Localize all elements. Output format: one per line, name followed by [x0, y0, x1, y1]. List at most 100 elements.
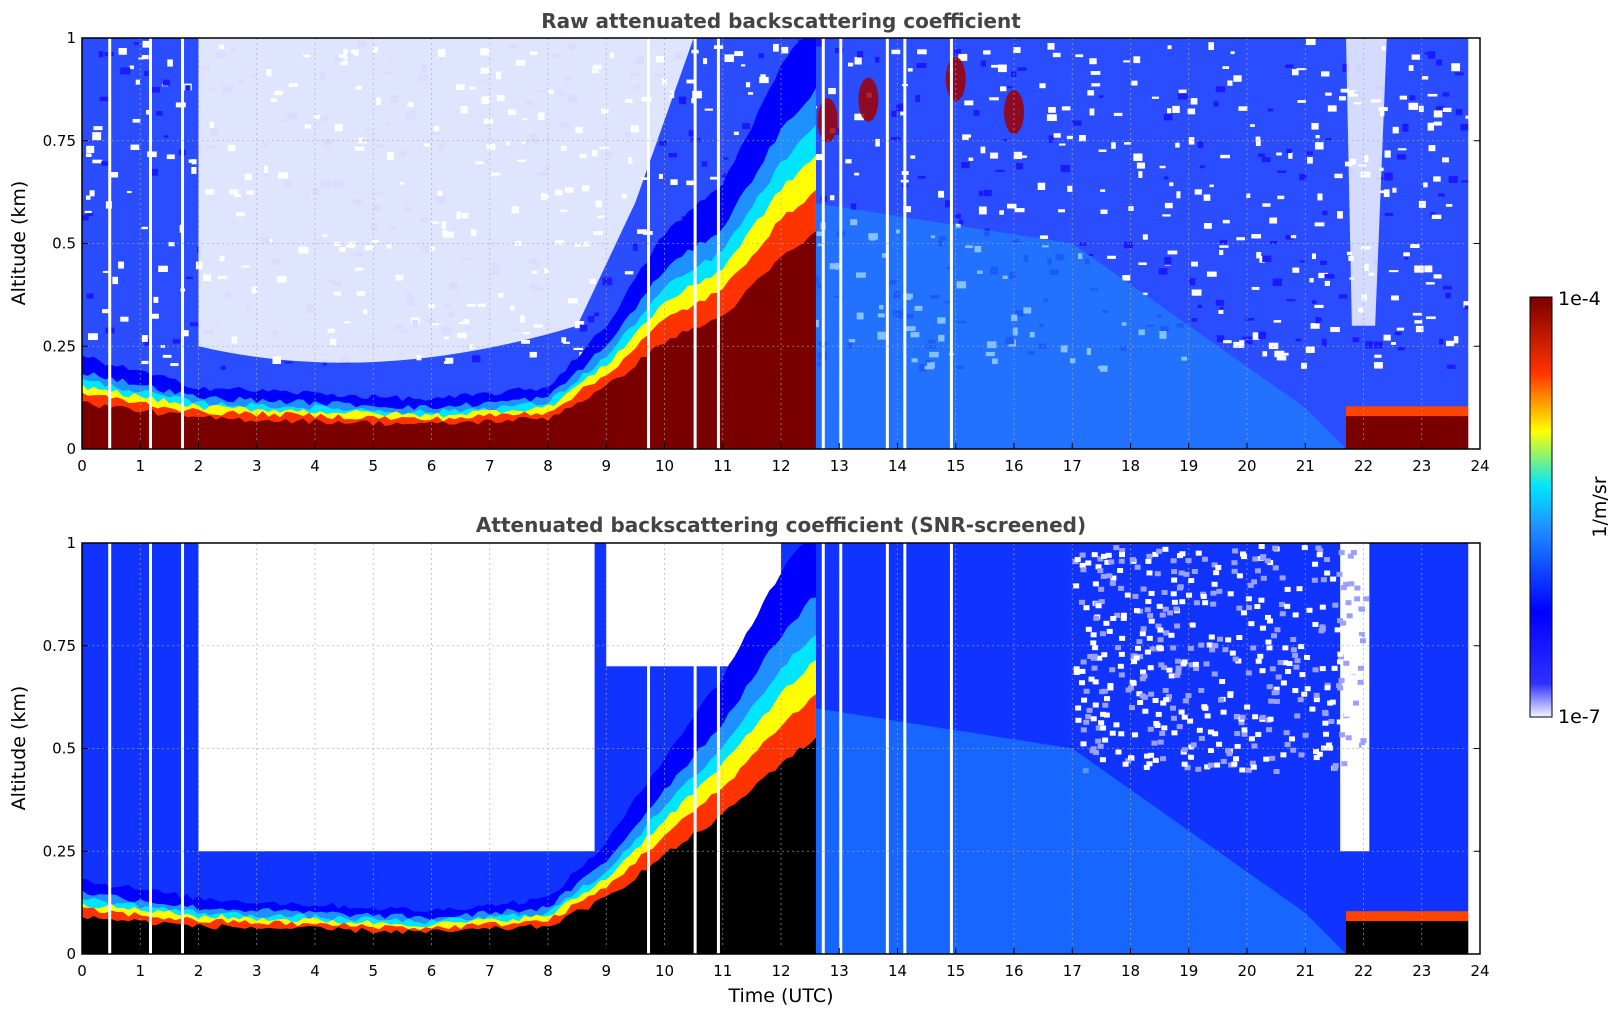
heatmap-cell [1085, 560, 1092, 566]
heatmap-cell [1272, 565, 1279, 571]
heatmap-cell [1318, 272, 1329, 279]
heatmap-cell [1079, 562, 1086, 568]
heatmap-cell [1301, 362, 1307, 369]
heatmap-cell [1348, 581, 1355, 587]
heatmap-cell [1091, 83, 1101, 87]
heatmap-cell [1328, 718, 1335, 724]
heatmap-cell [1231, 761, 1238, 767]
heatmap-cell [1392, 126, 1399, 134]
heatmap-cell [1144, 753, 1151, 759]
heatmap-cell [1313, 692, 1320, 698]
heatmap-cell [1241, 554, 1248, 560]
heatmap-cell [978, 190, 984, 197]
heatmap-cell [185, 276, 194, 280]
heatmap-cell [1187, 108, 1196, 115]
heatmap-cell [1255, 731, 1262, 737]
heatmap-cell [1402, 123, 1409, 132]
heatmap-cell [1170, 715, 1177, 721]
heatmap-cell [1209, 647, 1216, 653]
heatmap-cell [1266, 618, 1273, 624]
heatmap-cell [1194, 189, 1202, 195]
heatmap-cell [1277, 195, 1285, 200]
heatmap-cell [1331, 665, 1338, 671]
y-tick-label: 0.75 [43, 132, 76, 150]
heatmap-cell [1412, 312, 1423, 316]
heatmap-gap [693, 543, 697, 954]
heatmap-cell [1219, 239, 1228, 244]
heatmap-cell [1357, 585, 1364, 591]
heatmap-cell [1162, 546, 1169, 552]
colorbar-min-label: 1e-7 [1558, 706, 1601, 728]
heatmap-cell [1124, 142, 1132, 145]
heatmap-cell [1185, 558, 1192, 564]
heatmap-cell [1304, 654, 1311, 660]
heatmap-cell [1354, 596, 1361, 602]
heatmap-cell [1137, 654, 1144, 660]
x-tick-label: 14 [888, 962, 907, 980]
heatmap-cell [1163, 697, 1170, 703]
heatmap-cell [85, 195, 91, 200]
heatmap-cell [1141, 694, 1148, 700]
heatmap-cell [1352, 337, 1360, 343]
heatmap-cell [1220, 154, 1230, 159]
x-tick-label: 21 [1296, 962, 1315, 980]
heatmap-cell [1123, 241, 1134, 249]
heatmap-cell [1177, 584, 1184, 590]
heatmap-cell [1383, 334, 1391, 341]
heatmap-cell [1133, 655, 1140, 661]
heatmap-cell [891, 49, 901, 55]
heatmap-cell [1275, 674, 1282, 680]
heatmap-cell [163, 135, 169, 138]
heatmap-cell [1247, 582, 1254, 588]
heatmap-cell [1314, 304, 1324, 308]
heatmap-cell [896, 103, 904, 112]
heatmap-cell [1219, 245, 1229, 248]
heatmap-cell [1337, 654, 1344, 660]
heatmap-cell [1455, 109, 1463, 116]
heatmap-cell [983, 189, 992, 197]
heatmap-cell [1095, 738, 1102, 744]
heatmap-cell [1245, 767, 1252, 773]
heatmap-cell [1346, 38, 1387, 326]
heatmap-cell [126, 190, 132, 194]
heatmap-cell [1296, 586, 1303, 592]
heatmap-cell [86, 213, 93, 216]
heatmap-cell [1262, 255, 1272, 263]
x-tick-label: 22 [1354, 962, 1373, 980]
heatmap-cell [189, 322, 199, 327]
heatmap-cell [1418, 200, 1426, 208]
heatmap-cell [1233, 341, 1241, 348]
heatmap-cell [1227, 80, 1233, 86]
heatmap-cell [1254, 604, 1261, 610]
heatmap-cell [1216, 335, 1225, 343]
heatmap-cell [1213, 570, 1220, 576]
heatmap-cell [98, 51, 104, 58]
heatmap-cell [1346, 632, 1353, 638]
heatmap-cell [1079, 552, 1086, 558]
heatmap-cell [1161, 725, 1168, 731]
heatmap-cell [284, 361, 293, 364]
heatmap-cell [153, 296, 159, 303]
heatmap-cell [1170, 591, 1177, 597]
heatmap-cell [1334, 627, 1341, 633]
heatmap-cell [742, 123, 751, 130]
heatmap-cell [579, 324, 588, 332]
heatmap-cell [88, 333, 98, 341]
heatmap-cell [191, 166, 197, 174]
heatmap-cell [1117, 663, 1124, 669]
heatmap-cell [1085, 714, 1092, 720]
heatmap-cell [1160, 700, 1167, 706]
heatmap-cell [1327, 105, 1337, 112]
heatmap-cell [1163, 630, 1170, 636]
heatmap-cell [1296, 68, 1307, 71]
heatmap-cell [109, 172, 119, 178]
heatmap-cell [1343, 581, 1350, 587]
heatmap-cell [1233, 75, 1242, 82]
heatmap-cell [1338, 96, 1346, 101]
heatmap-cell [1052, 52, 1061, 58]
heatmap-cell [1080, 567, 1087, 573]
heatmap-cell [1013, 151, 1023, 160]
x-tick-label: 7 [485, 962, 495, 980]
heatmap-cell [1314, 222, 1325, 227]
heatmap-cell [1319, 604, 1326, 610]
